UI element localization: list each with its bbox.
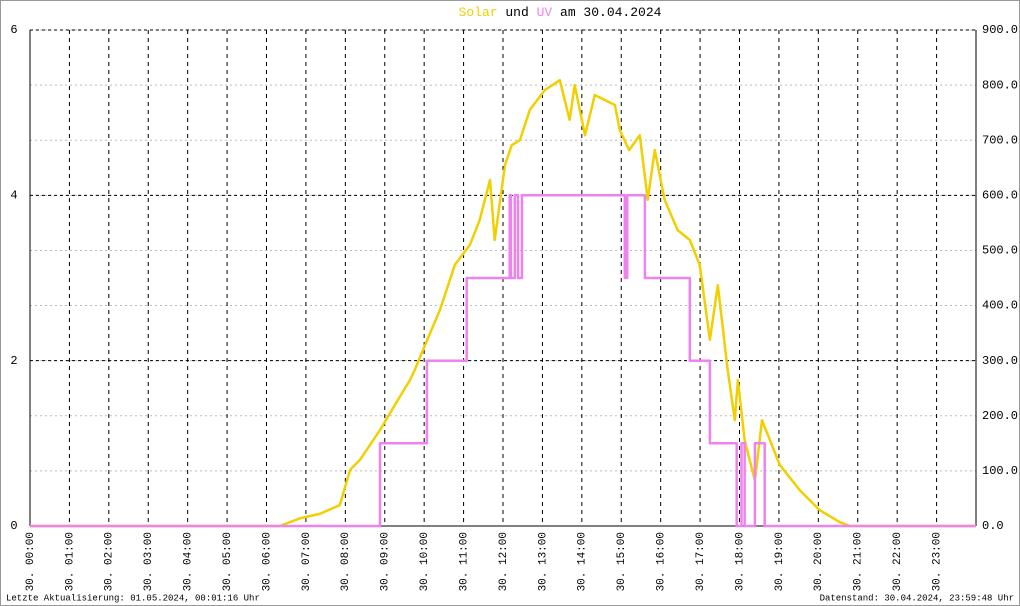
y-tick-label: 4 [10, 189, 17, 203]
y2-tick-label: 800.0 [982, 78, 1018, 92]
x-tick-label: 30. 03:00 [143, 532, 155, 591]
y2-tick-label: 900.0 [982, 23, 1018, 37]
x-tick-label: 30. 18:00 [734, 532, 746, 591]
chart-title: Solar und UV am 30.04.2024 [459, 5, 662, 20]
y2-tick-label: 700.0 [982, 133, 1018, 147]
title-connector: und [505, 5, 528, 20]
x-tick-label: 30. 08:00 [340, 532, 352, 591]
title-suffix: am 30.04.2024 [560, 5, 662, 20]
y2-tick-label: 100.0 [982, 464, 1018, 478]
x-tick-label: 30. 04:00 [183, 532, 195, 591]
title-uv: UV [537, 5, 553, 20]
series-line [30, 78, 976, 528]
y2-tick-label: 600.0 [982, 189, 1018, 203]
y2-tick-label: 300.0 [982, 354, 1018, 368]
x-tick-label: 30. 01:00 [64, 532, 76, 591]
title-solar: Solar [459, 5, 498, 20]
y2-tick-label: 400.0 [982, 299, 1018, 313]
x-tick-label: 30. 00:00 [25, 532, 37, 591]
y2-tick-label: 200.0 [982, 409, 1018, 423]
y-tick-label: 2 [10, 354, 17, 368]
x-tick-label: 30. 02:00 [104, 532, 116, 591]
y2-tick-label: 500.0 [982, 244, 1018, 258]
x-tick-label: 30. 11:00 [458, 532, 470, 591]
y-tick-label: 6 [10, 23, 17, 37]
y-tick-label: 0 [10, 519, 17, 533]
x-tick-label: 30. 06:00 [261, 532, 273, 591]
x-tick-label: 30. 05:00 [222, 532, 234, 591]
x-tick-label: 30. 23:00 [931, 532, 943, 591]
footer-left: Letzte Aktualisierung: 01.05.2024, 00:01… [6, 593, 260, 603]
x-tick-label: 30. 21:00 [853, 532, 865, 591]
x-tick-label: 30. 07:00 [301, 532, 313, 591]
x-tick-label: 30. 13:00 [537, 532, 549, 591]
x-tick-label: 30. 16:00 [656, 532, 668, 591]
x-tick-label: 30. 10:00 [419, 532, 431, 591]
x-tick-label: 30. 14:00 [577, 532, 589, 591]
x-tick-label: 30. 12:00 [498, 532, 510, 591]
x-tick-label: 30. 15:00 [616, 532, 628, 591]
x-tick-label: 30. 19:00 [774, 532, 786, 591]
x-tick-label: 30. 17:00 [695, 532, 707, 591]
x-tick-label: 30. 20:00 [813, 532, 825, 591]
x-tick-label: 30. 22:00 [892, 532, 904, 591]
footer-right: Datenstand: 30.04.2024, 23:59:48 Uhr [820, 593, 1014, 603]
series-line [30, 194, 976, 528]
x-tick-label: 30. 09:00 [380, 532, 392, 591]
y2-tick-label: 0.0 [982, 519, 1004, 533]
